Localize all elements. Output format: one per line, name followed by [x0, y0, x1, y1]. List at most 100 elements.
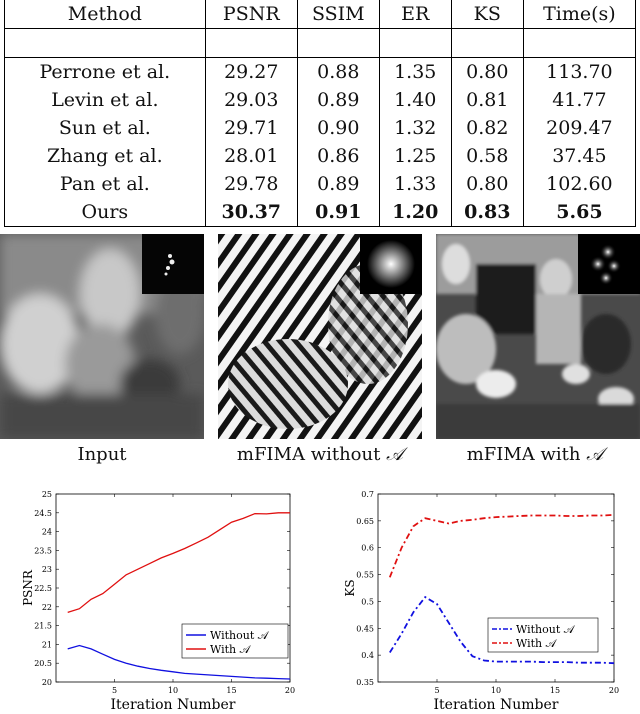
y-tick-label: 25	[42, 490, 52, 499]
table-header-row: Method PSNR SSIM ER KS Time(s)	[4, 0, 636, 29]
y-tick-label: 0.35	[356, 678, 374, 687]
value-cell: 29.03	[205, 86, 298, 114]
legend-label: With 𝒜	[516, 637, 558, 650]
y-tick-label: 0.7	[361, 490, 374, 499]
y-tick-label: 23	[42, 565, 52, 574]
caption-input: Input	[77, 444, 127, 465]
y-tick-label: 23.5	[34, 546, 52, 555]
legend-label: Without 𝒜	[210, 629, 270, 642]
x-tick-label: 10	[491, 686, 501, 695]
header-method: Method	[4, 0, 206, 29]
value-cell: 0.91	[297, 198, 380, 227]
x-axis-label: Iteration Number	[111, 697, 236, 710]
y-tick-label: 21	[42, 640, 52, 649]
value-cell: 113.70	[523, 57, 636, 86]
y-tick-label: 0.65	[356, 517, 374, 526]
y-tick-label: 0.5	[361, 597, 374, 606]
psnr-plot: 20 20.5 21 21.5 22 22.5 23 23.5 24 24.5 25 5 10 15 20 I…	[0, 478, 310, 714]
x-tick-label: 15	[226, 686, 236, 695]
y-tick-label: 20.5	[34, 659, 52, 668]
x-tick-label: 15	[550, 686, 560, 695]
value-cell: 0.80	[451, 170, 524, 198]
method-cell: Ours	[4, 198, 206, 227]
value-cell: 0.86	[297, 142, 380, 170]
y-tick-label: 24.5	[34, 509, 52, 518]
value-cell: 0.80	[451, 57, 524, 86]
x-tick-label: 5	[112, 686, 117, 695]
table-row: Pan et al. 29.78 0.89 1.33 0.80 102.60	[4, 170, 636, 198]
legend-label: Without 𝒜	[516, 623, 576, 636]
method-cell: Pan et al.	[4, 170, 206, 198]
value-cell: 0.89	[297, 170, 380, 198]
header-er: ER	[379, 0, 452, 29]
legend-label: With 𝒜	[210, 643, 252, 656]
mfima-with-image	[436, 234, 640, 439]
header-ssim: SSIM	[297, 0, 380, 29]
input-image	[0, 234, 204, 439]
value-cell: 1.20	[379, 198, 452, 227]
x-axis-label: Iteration Number	[434, 697, 559, 710]
table-row: Ours 30.37 0.91 1.20 0.83 5.65	[4, 198, 636, 227]
value-cell: 0.88	[297, 57, 380, 86]
value-cell: 0.82	[451, 114, 524, 142]
method-cell: Levin et al.	[4, 86, 206, 114]
series-line-with	[388, 514, 615, 578]
y-tick-label: 0.55	[356, 571, 374, 580]
header-ks: KS	[451, 0, 524, 29]
value-cell: 1.32	[379, 114, 452, 142]
method-cell: Perrone et al.	[4, 57, 206, 86]
value-cell: 0.58	[451, 142, 524, 170]
results-table: Method PSNR SSIM ER KS Time(s) Perrone e…	[4, 0, 636, 227]
y-axis-label: PSNR	[21, 569, 35, 606]
value-cell: 1.35	[379, 57, 452, 86]
table-row: Sun et al. 29.71 0.90 1.32 0.82 209.47	[4, 114, 636, 142]
plot-frame	[377, 493, 615, 683]
header-psnr: PSNR	[205, 0, 298, 29]
y-tick-label: 20	[42, 678, 52, 687]
value-cell: 41.77	[552, 89, 607, 111]
caption-mfima-with: mFIMA with 𝒜	[466, 444, 604, 465]
y-tick-label: 0.45	[356, 624, 374, 633]
table-spacer	[4, 28, 636, 58]
value-cell: 5.65	[556, 201, 603, 223]
caption-mfima-without: mFIMA without 𝒜	[236, 444, 404, 465]
series-line-without	[67, 644, 291, 680]
y-tick-label: 0.6	[361, 544, 374, 553]
mfima-without-image	[218, 234, 422, 439]
legend-box	[181, 623, 289, 659]
method-cell: Sun et al.	[4, 114, 206, 142]
series-line-without	[389, 595, 615, 665]
y-axis-label: KS	[343, 579, 357, 596]
y-tick-label: 0.4	[361, 651, 374, 660]
value-cell: 37.45	[552, 145, 607, 167]
value-cell: 0.83	[451, 198, 524, 227]
series-line-with	[67, 512, 290, 614]
x-tick-label: 20	[285, 686, 295, 695]
value-cell: 30.37	[205, 198, 298, 227]
legend-box	[487, 617, 599, 653]
x-tick-label: 10	[168, 686, 178, 695]
method-cell: Zhang et al.	[4, 142, 206, 170]
ks-chart-svg: 0.35 0.4 0.45 0.5 0.55 0.6 0.65 0.7 5 10 15 20 Itera…	[343, 490, 619, 713]
value-cell: 29.27	[205, 57, 298, 86]
value-cell: 1.25	[379, 142, 452, 170]
ks-plot: 0.35 0.4 0.45 0.5 0.55 0.6 0.65 0.7 5 10 15 20 Itera…	[320, 478, 638, 714]
psnr-chart-svg: 20 20.5 21 21.5 22 22.5 23 23.5 24 24.5 25 5 10 15 20 I…	[21, 490, 295, 713]
value-cell: 29.78	[205, 170, 298, 198]
y-tick-label: 22.5	[34, 584, 52, 593]
x-tick-label: 20	[609, 686, 619, 695]
table-row: Perrone et al. 29.27 0.88 1.35 0.80 113.70	[4, 57, 636, 86]
x-tick-label: 5	[434, 686, 439, 695]
y-tick-label: 24	[42, 528, 52, 537]
value-cell: 28.01	[205, 142, 298, 170]
value-cell: 1.33	[379, 170, 452, 198]
value-cell: 102.60	[546, 173, 613, 195]
y-tick-label: 21.5	[34, 622, 52, 631]
y-tick-label: 22	[42, 603, 52, 612]
table-row: Levin et al. 29.03 0.89 1.40 0.81 41.77	[4, 86, 636, 114]
value-cell: 29.71	[205, 114, 298, 142]
header-time: Time(s)	[543, 3, 616, 25]
value-cell: 0.89	[297, 86, 380, 114]
value-cell: 1.40	[379, 86, 452, 114]
value-cell: 0.90	[297, 114, 380, 142]
